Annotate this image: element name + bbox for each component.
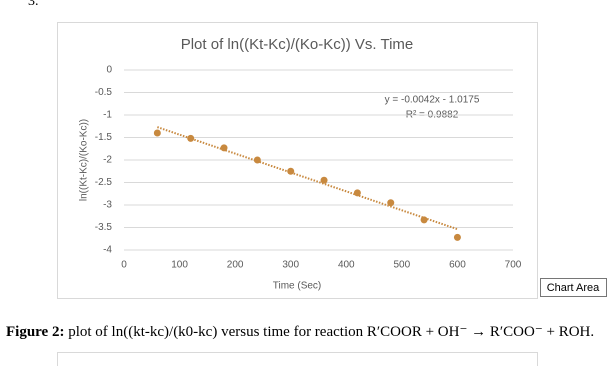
y-tick-label: -4 xyxy=(103,245,112,256)
caption-label: Figure 2: xyxy=(6,324,64,340)
data-point xyxy=(453,233,461,241)
y-tick-label: 0 xyxy=(106,65,112,76)
caption: Figure 2: plot of ln((kt-kc)/(k0-kc) ver… xyxy=(6,324,594,340)
x-tick-label: 500 xyxy=(394,260,411,271)
y-tick-label: -1 xyxy=(103,110,112,121)
x-tick-label: 600 xyxy=(449,260,466,271)
page-marker: 3. xyxy=(28,0,39,9)
data-point xyxy=(387,199,395,207)
data-point xyxy=(320,176,328,184)
caption-text: plot of ln((kt-kc)/(k0-kc) versus time f… xyxy=(68,324,594,340)
x-tick-label: 700 xyxy=(505,260,522,271)
x-tick-label: 0 xyxy=(121,260,127,271)
x-tick-label: 400 xyxy=(338,260,355,271)
y-tick-label: -3.5 xyxy=(95,222,113,233)
x-tick-label: 100 xyxy=(171,260,188,271)
y-tick-label: -2.5 xyxy=(95,177,113,188)
chart-title: Plot of ln((Kt-Kc)/(Ko-Kc)) Vs. Time xyxy=(181,36,414,53)
data-point xyxy=(187,134,195,142)
y-tick-label: -2 xyxy=(103,155,112,166)
next-chart-border xyxy=(57,352,538,366)
y-tick-label: -1.5 xyxy=(95,132,113,143)
x-tick-label: 200 xyxy=(227,260,244,271)
x-tick-label: 300 xyxy=(282,260,299,271)
data-point xyxy=(287,167,295,175)
y-tick-label: -0.5 xyxy=(95,87,113,98)
data-point xyxy=(153,129,161,137)
data-point xyxy=(253,156,261,164)
y-tick-label: -3 xyxy=(103,200,112,211)
tooltip: Chart Area xyxy=(547,282,600,294)
data-point xyxy=(220,144,228,152)
trend-equation: y = -0.0042x - 1.0175 xyxy=(385,95,480,106)
trendline xyxy=(157,126,458,231)
data-point xyxy=(420,216,428,224)
x-axis-label: Time (Sec) xyxy=(273,281,322,292)
data-point xyxy=(353,189,361,197)
y-axis-label: ln((Kt-Kc)/(Ko-Kc)) xyxy=(79,119,90,201)
tooltip-box xyxy=(540,278,607,297)
